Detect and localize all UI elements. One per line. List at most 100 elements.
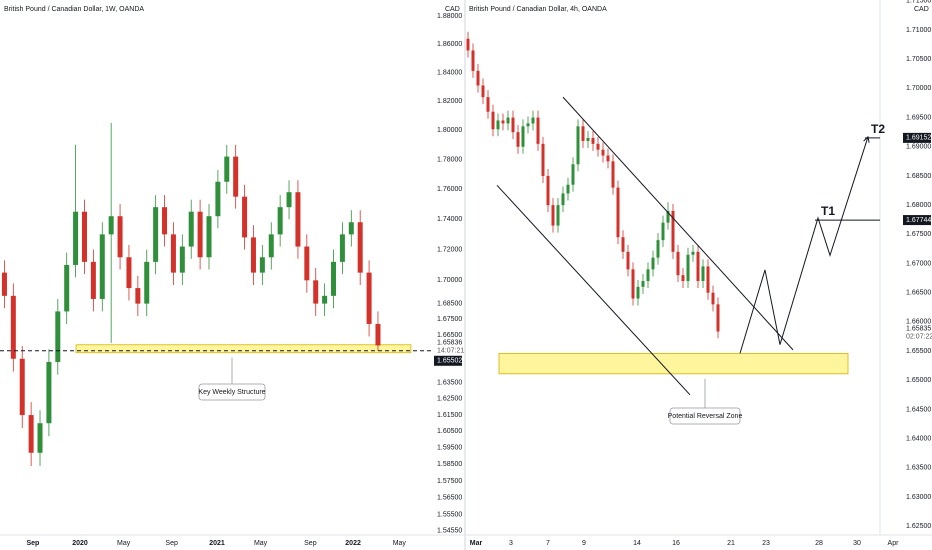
candle-body [561,193,565,206]
x-tick-label: 2020 [72,540,88,547]
candle-body [496,120,500,130]
y-tick-label: 1.62500 [437,396,462,403]
chart-title: British Pound / Canadian Dollar, 4h, OAN… [469,6,607,13]
candle-body [188,211,194,247]
candle-body [206,216,212,258]
y-tick-label: 1.67000 [906,260,931,267]
trendline [562,96,794,351]
y-tick-label: 1.62500 [906,523,931,530]
y-tick-label: 1.78000 [437,156,462,163]
candle-body [631,269,635,299]
candle-body [126,257,132,289]
y-tick-label: 1.64000 [906,435,931,442]
candle-body [551,205,555,226]
candle-body [366,272,372,324]
y-tick-label: 1.68000 [906,202,931,209]
candle-body [19,358,25,416]
chart-title: British Pound / Canadian Dollar, 1W, OAN… [4,6,144,13]
candle-body [233,156,239,197]
candle-body [576,126,580,165]
candle-body [541,143,545,176]
candle-body [696,251,700,282]
candle-body [144,261,150,304]
candle-body [666,210,670,223]
y-tick-label: 1.60500 [437,428,462,435]
candle-body [268,234,274,258]
candle-body [566,184,570,194]
last-price: 1.65836 [437,339,462,346]
candle-body [486,97,490,112]
candle-body [636,286,640,299]
countdown: 14:07:21 [437,347,464,354]
y-tick-label: 1.69500 [906,114,931,121]
price-box [903,215,931,226]
candle-body [676,251,680,276]
candle-body [55,311,61,362]
y-tick-label: 1.65000 [906,377,931,384]
y-tick-label: 1.67500 [437,316,462,323]
candle-body [686,254,690,282]
y-tick-label: 1.69000 [906,144,931,151]
x-tick-label: 2022 [345,540,361,547]
x-tick-label: 28 [815,540,823,547]
candle-body [250,237,256,273]
zone [75,344,412,354]
x-tick-label: Sep [165,540,178,547]
y-tick-label: 1.71500 [906,0,931,5]
y-tick-label: 1.88000 [437,13,462,20]
y-tick-label: 1.66500 [437,332,462,339]
x-tick-label: Mar [470,540,483,547]
candle-body [471,50,475,71]
currency: CAD [914,6,929,13]
candle-body [153,207,159,262]
x-tick-label: 14 [633,540,641,547]
candle-body [521,126,525,147]
y-tick-label: 1.86000 [437,41,462,48]
y-tick-label: 1.70000 [906,85,931,92]
y-tick-label: 1.66500 [906,290,931,297]
y-tick-label: 1.57500 [437,478,462,485]
y-tick-label: 1.71000 [906,27,931,34]
candle-body [681,275,685,282]
zone [498,352,849,375]
callout-label: Key Weekly Structure [198,389,265,396]
candle-body [586,138,590,141]
candle-body [277,207,283,235]
candle-body [646,269,650,282]
candle-body [375,323,381,346]
price-box [434,355,462,366]
candle-body [711,292,715,305]
price-box [903,132,931,143]
candle-body [671,210,675,252]
y-tick-label: 1.67500 [906,231,931,238]
x-tick-label: 23 [762,540,770,547]
candle-body [516,132,520,147]
candle-body [215,181,221,217]
candle-body [90,261,96,299]
target-label: T2 [871,122,885,136]
y-tick-label: 1.55500 [437,511,462,518]
candle-body [656,240,660,258]
x-tick-label: 30 [853,540,861,547]
callout-label: Potential Reversal Zone [668,413,743,420]
x-tick-label: 21 [727,540,735,547]
candle-body [135,288,141,304]
x-tick-label: 3 [509,540,513,547]
target-price: 1.69152 [906,135,931,142]
x-tick-label: Apr [888,540,900,547]
y-tick-label: 1.68500 [437,300,462,307]
candle-body [626,251,630,270]
y-tick-label: 1.84000 [437,69,462,76]
candle-body [571,164,575,185]
candle-body [295,192,301,247]
candle-body [701,266,705,282]
candle-body [331,261,337,296]
x-tick-label: 2021 [209,540,225,547]
y-tick-label: 1.64500 [906,406,931,413]
candle-body [179,246,185,273]
candle-body [511,117,515,133]
candle-body [259,257,265,273]
y-tick-label: 1.74000 [437,216,462,223]
x-tick-label: 9 [582,540,586,547]
